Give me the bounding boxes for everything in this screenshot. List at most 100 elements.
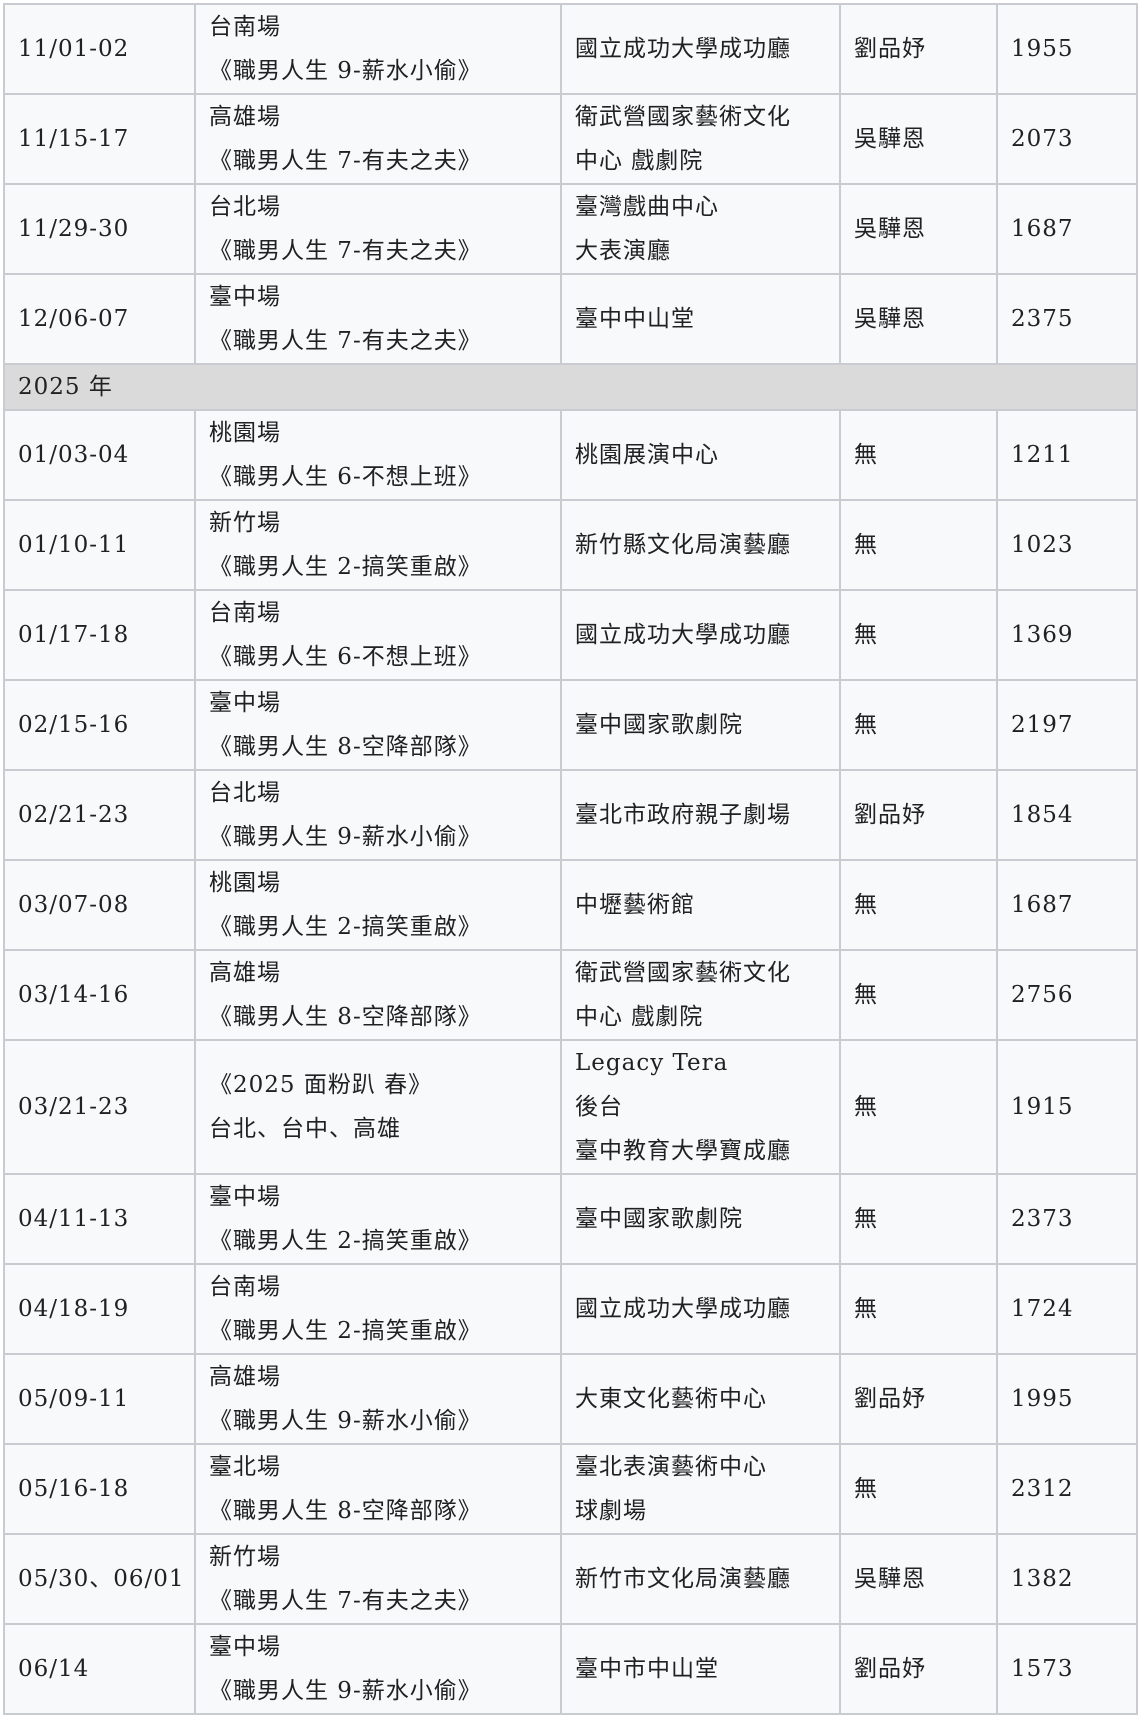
cell-line: 劉品妤 [854, 802, 926, 828]
cell-line: 臺中場 [209, 690, 281, 716]
cell-line: 03/21-23 [18, 1094, 130, 1120]
count-cell: 1573 [996, 1623, 1138, 1715]
table-row: 01/17-18 台南場 《職男人生 6-不想上班》 國立成功大學成功廳無 1369 [3, 589, 1138, 681]
table-row: 02/21-23 台北場 《職男人生 9-薪水小偷》 臺北市政府親子劇場 劉品妤 1854 [3, 769, 1138, 861]
table-row: 01/10-11 新竹場 《職男人生 2-搞笑重啟》 新竹縣文化局演藝廳 無 1023 [3, 499, 1138, 591]
cell-line: 中壢藝術館 [575, 892, 695, 918]
date-cell: 05/09-11 [3, 1353, 196, 1445]
cell-line: 2756 [1011, 982, 1074, 1008]
cell-line: 《職男人生 9-薪水小偷》 [209, 1408, 482, 1434]
count-cell: 1023 [996, 499, 1138, 591]
date-cell: 01/17-18 [3, 589, 196, 681]
venue-cell: 臺灣戲曲中心 大表演廳 [560, 183, 841, 275]
count-cell: 2375 [996, 273, 1138, 365]
cell-line: 2197 [1011, 712, 1074, 738]
guest-cell: 無 [839, 499, 998, 591]
cell-line: 05/16-18 [18, 1476, 130, 1502]
table-row: 05/30、06/01 新竹場 《職男人生 7-有夫之夫》 新竹市文化局演藝廳 吳驊恩 1… [3, 1533, 1138, 1625]
cell-line: 11/29-30 [18, 216, 130, 242]
date-cell: 02/15-16 [3, 679, 196, 771]
table-row: 04/11-13 臺中場 《職男人生 2-搞笑重啟》 臺中國家歌劇院無 2373 [3, 1173, 1138, 1265]
guest-cell: 劉品妤 [839, 1353, 998, 1445]
date-cell: 11/29-30 [3, 183, 196, 275]
venue-cell: 臺中中山堂 [560, 273, 841, 365]
show-cell: 新竹場 《職男人生 7-有夫之夫》 [194, 1533, 562, 1625]
cell-line: 01/17-18 [18, 622, 130, 648]
cell-line: 《職男人生 6-不想上班》 [209, 644, 482, 670]
cell-line: 11/01-02 [18, 36, 130, 62]
cell-line: 無 [854, 1476, 878, 1502]
cell-line: 台南場 [209, 14, 281, 40]
cell-line: 新竹場 [209, 510, 281, 536]
show-cell: 臺中場 《職男人生 7-有夫之夫》 [194, 273, 562, 365]
show-cell: 新竹場 《職男人生 2-搞笑重啟》 [194, 499, 562, 591]
cell-line: 後台 [575, 1094, 623, 1120]
show-cell: 高雄場 《職男人生 9-薪水小偷》 [194, 1353, 562, 1445]
venue-cell: 新竹市文化局演藝廳 [560, 1533, 841, 1625]
count-cell: 2756 [996, 949, 1138, 1041]
cell-line: 《職男人生 6-不想上班》 [209, 464, 482, 490]
cell-line: 11/15-17 [18, 126, 130, 152]
date-cell: 11/15-17 [3, 93, 196, 185]
table-row: 11/01-02 台南場《職男人生 9-薪水小偷》 國立成功大學成功廳 劉品妤 1955 [3, 3, 1138, 95]
date-cell: 02/21-23 [3, 769, 196, 861]
cell-line: 《職男人生 7-有夫之夫》 [209, 238, 482, 264]
cell-line: 1573 [1011, 1656, 1074, 1682]
cell-line: 臺中中山堂 [575, 306, 695, 332]
table-row: 03/21-23 《2025 面粉趴 春》 台北、台中、高雄 Legacy Tera 後… [3, 1039, 1138, 1175]
table-row: 2025 年 [3, 363, 1138, 411]
cell-line: 臺中國家歌劇院 [575, 1206, 743, 1232]
venue-cell: Legacy Tera 後台 臺中教育大學寶成廳 [560, 1039, 841, 1175]
cell-line: 衛武營國家藝術文化 [575, 104, 791, 130]
cell-line: 國立成功大學成功廳 [575, 36, 791, 62]
guest-cell: 劉品妤 [839, 3, 998, 95]
guest-cell: 吳驊恩 [839, 1533, 998, 1625]
venue-cell: 臺中市中山堂 [560, 1623, 841, 1715]
cell-line: 1724 [1011, 1296, 1074, 1322]
cell-line: 1955 [1011, 36, 1074, 62]
count-cell: 1724 [996, 1263, 1138, 1355]
guest-cell: 吳驊恩 [839, 183, 998, 275]
date-cell: 01/10-11 [3, 499, 196, 591]
date-cell: 04/11-13 [3, 1173, 196, 1265]
cell-line: 04/18-19 [18, 1296, 130, 1322]
cell-line: 《職男人生 2-搞笑重啟》 [209, 1228, 482, 1254]
count-cell: 1854 [996, 769, 1138, 861]
date-cell: 11/01-02 [3, 3, 196, 95]
cell-line: 高雄場 [209, 104, 281, 130]
date-cell: 03/14-16 [3, 949, 196, 1041]
cell-line: 2073 [1011, 126, 1074, 152]
show-cell: 臺中場 《職男人生 2-搞笑重啟》 [194, 1173, 562, 1265]
cell-line: 大表演廳 [575, 238, 671, 264]
cell-line: 劉品妤 [854, 1386, 926, 1412]
cell-line: 新竹縣文化局演藝廳 [575, 532, 791, 558]
table-row: 03/07-08 桃園場 《職男人生 2-搞笑重啟》 中壢藝術館無 1687 [3, 859, 1138, 951]
count-cell: 1382 [996, 1533, 1138, 1625]
cell-line: 中心 戲劇院 [575, 1004, 704, 1030]
table-row: 04/18-19 台南場 《職男人生 2-搞笑重啟》 國立成功大學成功廳無 1724 [3, 1263, 1138, 1355]
cell-line: 球劇場 [575, 1498, 647, 1524]
cell-line: 無 [854, 532, 878, 558]
count-cell: 1687 [996, 859, 1138, 951]
date-cell: 06/14 [3, 1623, 196, 1715]
cell-line: 《職男人生 9-薪水小偷》 [209, 824, 482, 850]
cell-line: 1023 [1011, 532, 1074, 558]
cell-line: 《職男人生 9-薪水小偷》 [209, 58, 482, 84]
section-cell: 2025 年 [3, 363, 1138, 411]
date-cell: 12/06-07 [3, 273, 196, 365]
cell-line: 無 [854, 1206, 878, 1232]
cell-line: 1995 [1011, 1386, 1074, 1412]
cell-line: 高雄場 [209, 960, 281, 986]
table-row: 11/15-17 高雄場 《職男人生 7-有夫之夫》 衛武營國家藝術文化 中心 戲劇院吳… [3, 93, 1138, 185]
cell-line: 《職男人生 8-空降部隊》 [209, 1498, 482, 1524]
table-row: 06/14 臺中場 《職男人生 9-薪水小偷》 臺中市中山堂 劉品妤 1573 [3, 1623, 1138, 1715]
table-row: 05/09-11 高雄場 《職男人生 9-薪水小偷》 大東文化藝術中心 劉品妤 1995 [3, 1353, 1138, 1445]
cell-line: 吳驊恩 [854, 306, 926, 332]
guest-cell: 無 [839, 1263, 998, 1355]
cell-line: 臺中場 [209, 1634, 281, 1660]
venue-cell: 臺中國家歌劇院 [560, 679, 841, 771]
date-cell: 01/03-04 [3, 409, 196, 501]
cell-line: 臺灣戲曲中心 [575, 194, 719, 220]
cell-line: 桃園展演中心 [575, 442, 719, 468]
show-cell: 台南場 《職男人生 2-搞笑重啟》 [194, 1263, 562, 1355]
